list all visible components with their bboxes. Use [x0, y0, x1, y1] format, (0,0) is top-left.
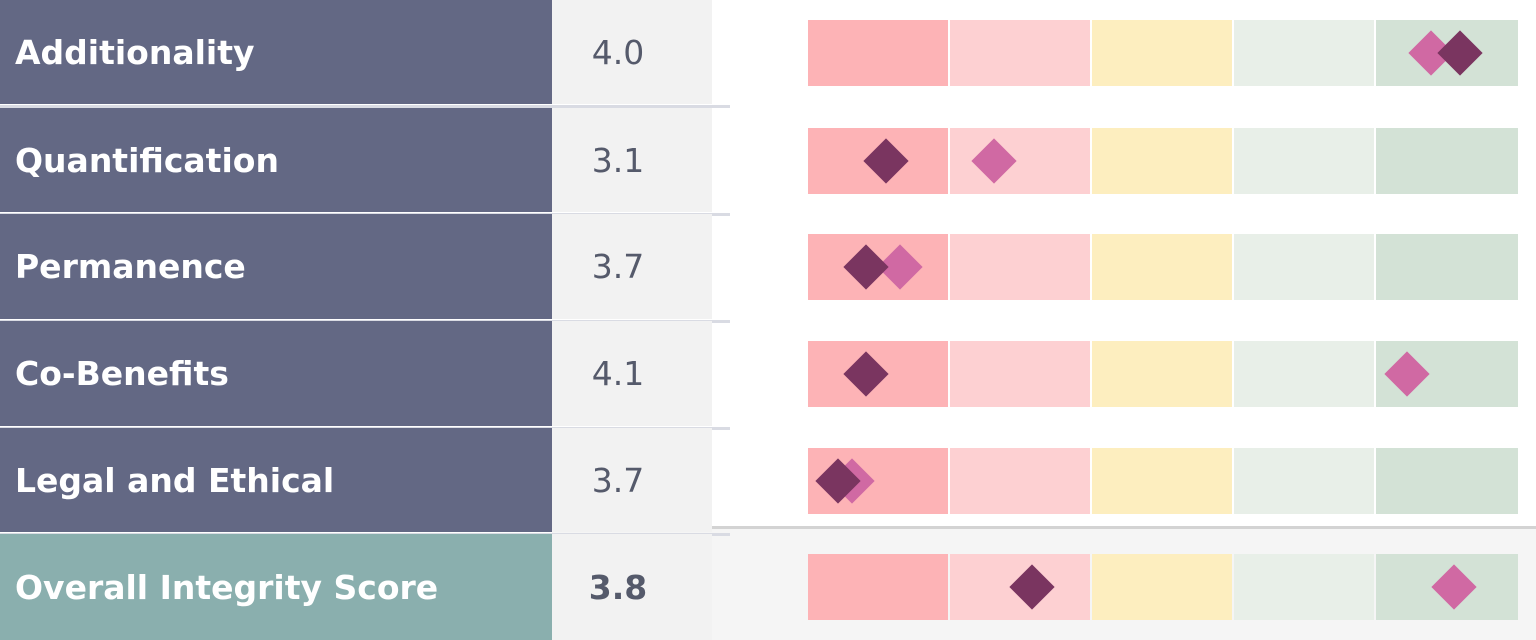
- scale-band-5: [1376, 128, 1518, 194]
- scale-band-3: [1092, 234, 1232, 300]
- criterion-label: Quantification: [0, 108, 552, 212]
- scale-band-3: [1092, 554, 1232, 620]
- scale-band-4: [1234, 20, 1374, 86]
- scale-band-2: [950, 234, 1090, 300]
- scale-band-3: [1092, 341, 1232, 407]
- overall-row-divider: [552, 526, 1536, 529]
- scale-band-2: [950, 341, 1090, 407]
- scale-band-1: [808, 20, 948, 86]
- scale-band-4: [1234, 234, 1374, 300]
- criterion-label: Co-Benefits: [0, 321, 552, 426]
- scale-band-4: [1234, 554, 1374, 620]
- row-divider: [0, 105, 730, 108]
- criterion-score: 3.1: [552, 108, 712, 212]
- scale-band-5: [1376, 234, 1518, 300]
- scale-band-5: [1376, 448, 1518, 514]
- criterion-score: 4.1: [552, 321, 712, 426]
- scale-band-4: [1234, 128, 1374, 194]
- criterion-label: Permanence: [0, 214, 552, 319]
- scale-band-3: [1092, 20, 1232, 86]
- criterion-score: 3.7: [552, 428, 712, 532]
- scale-band-2: [950, 448, 1090, 514]
- scale-band-3: [1092, 448, 1232, 514]
- scale-band-4: [1234, 448, 1374, 514]
- scale-band-3: [1092, 128, 1232, 194]
- scale-band-1: [808, 554, 948, 620]
- criterion-score: 3.7: [552, 214, 712, 319]
- criterion-label: Additionality: [0, 0, 552, 104]
- scale-band-4: [1234, 341, 1374, 407]
- criterion-label: Legal and Ethical: [0, 428, 552, 532]
- scale-band-2: [950, 20, 1090, 86]
- overall-score-value: 3.8: [552, 534, 712, 640]
- criterion-score: 4.0: [552, 0, 712, 104]
- overall-score-label: Overall Integrity Score: [0, 534, 552, 640]
